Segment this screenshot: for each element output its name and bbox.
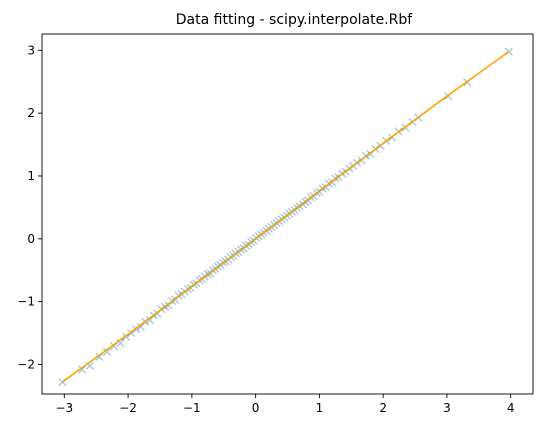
plot-area	[42, 34, 533, 394]
x-tick-label: −1	[183, 401, 201, 415]
x-tick-label: −3	[55, 401, 73, 415]
axes-frame	[41, 33, 534, 395]
scatter-point	[145, 315, 154, 324]
scatter-point	[109, 342, 119, 351]
y-tick-label: −1	[17, 295, 35, 309]
x-tick-label: 2	[379, 401, 387, 415]
x-tick-label: −2	[119, 401, 137, 415]
y-tick-label: 0	[27, 232, 35, 246]
scatter-point	[95, 352, 104, 362]
scatter-point	[136, 322, 145, 331]
scatter-point	[102, 347, 112, 357]
x-tick-label: 3	[443, 401, 451, 415]
x-tick-label: 4	[507, 401, 515, 415]
y-tick-label: 2	[27, 106, 35, 120]
chart-title: Data fitting - scipy.interpolate.Rbf	[176, 12, 413, 28]
x-tick-label: 1	[316, 401, 324, 415]
axes: −3 −2 −1 0 1 2 3 4 −2 −1 0 1 2 3	[17, 33, 534, 415]
fit-line	[61, 50, 510, 383]
y-tick-label: −2	[17, 357, 35, 371]
y-tick-label: 1	[27, 169, 35, 183]
scatter-point	[78, 365, 87, 374]
y-tick-label: 3	[27, 43, 35, 57]
x-tick-label: 0	[252, 401, 260, 415]
